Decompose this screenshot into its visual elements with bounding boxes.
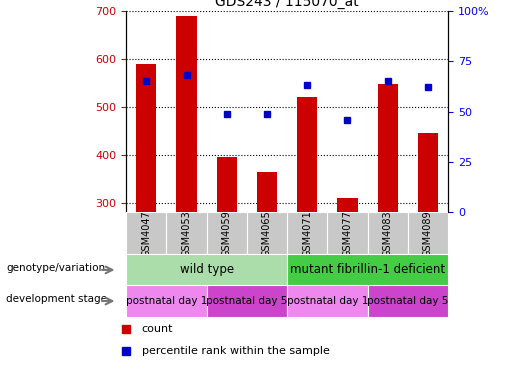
Bar xyxy=(408,212,448,254)
Text: GSM4083: GSM4083 xyxy=(383,210,393,257)
Bar xyxy=(257,172,277,212)
Bar xyxy=(418,133,438,212)
Text: postnatal day 5: postnatal day 5 xyxy=(206,296,287,306)
Bar xyxy=(337,198,357,212)
Bar xyxy=(328,212,368,254)
Text: development stage: development stage xyxy=(6,295,107,305)
Bar xyxy=(136,64,157,212)
Title: GDS243 / 115070_at: GDS243 / 115070_at xyxy=(215,0,359,8)
Text: postnatal day 5: postnatal day 5 xyxy=(367,296,449,306)
Text: GSM4053: GSM4053 xyxy=(181,210,192,257)
Bar xyxy=(297,97,317,212)
Bar xyxy=(377,84,398,212)
Bar xyxy=(177,16,197,212)
Bar xyxy=(207,212,247,254)
Text: GSM4065: GSM4065 xyxy=(262,210,272,257)
Text: count: count xyxy=(142,324,173,335)
Text: mutant fibrillin-1 deficient: mutant fibrillin-1 deficient xyxy=(290,264,445,276)
Text: GSM4089: GSM4089 xyxy=(423,210,433,257)
Bar xyxy=(287,254,448,285)
Text: postnatal day 1: postnatal day 1 xyxy=(287,296,368,306)
Text: GSM4059: GSM4059 xyxy=(222,210,232,257)
Text: percentile rank within the sample: percentile rank within the sample xyxy=(142,346,330,356)
Text: postnatal day 1: postnatal day 1 xyxy=(126,296,207,306)
Text: GSM4077: GSM4077 xyxy=(342,210,352,257)
Text: genotype/variation: genotype/variation xyxy=(6,264,105,273)
Bar xyxy=(287,212,328,254)
Bar xyxy=(287,285,368,317)
Bar xyxy=(368,212,408,254)
Bar xyxy=(126,285,207,317)
Bar xyxy=(126,212,166,254)
Text: GSM4047: GSM4047 xyxy=(141,210,151,257)
Bar xyxy=(217,157,237,212)
Bar xyxy=(368,285,448,317)
Text: GSM4071: GSM4071 xyxy=(302,210,312,257)
Bar xyxy=(247,212,287,254)
Text: wild type: wild type xyxy=(180,264,234,276)
Bar xyxy=(166,212,207,254)
Bar xyxy=(207,285,287,317)
Bar xyxy=(126,254,287,285)
